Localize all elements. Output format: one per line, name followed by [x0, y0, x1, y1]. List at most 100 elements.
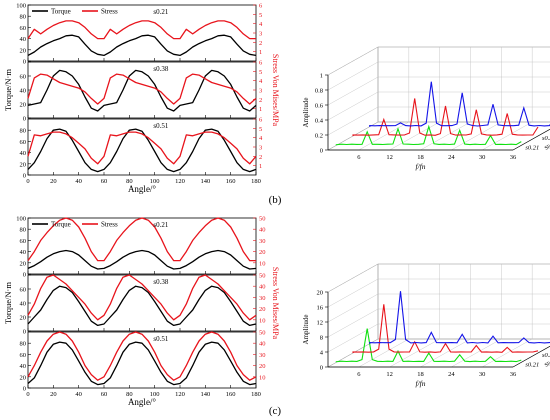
depth-tick-label: s0.38 — [542, 135, 550, 142]
legend-stress-label: Stress — [101, 8, 118, 16]
y-right-tick-label: 6 — [259, 60, 263, 67]
legend-stress-label: Stress — [101, 221, 118, 229]
b-time-group: 020406080100123456s0.210204060123456s0.3… — [3, 3, 280, 195]
x-tick-label: 140 — [200, 178, 210, 185]
y-left-tick-label: 0 — [23, 329, 26, 336]
z-tick-label: 0.4 — [315, 118, 324, 125]
y-left-tick-label: 40 — [20, 249, 27, 256]
x-tick-label: 160 — [226, 178, 236, 185]
torque-line — [27, 249, 257, 270]
z-tick-label: 0.2 — [315, 133, 323, 140]
y-left-tick-label: 100 — [16, 3, 26, 10]
y-left-tick-label: 80 — [20, 128, 27, 135]
side-grid-line — [327, 278, 379, 308]
torque-line — [27, 341, 257, 386]
y-left-tick-label: 80 — [20, 14, 27, 21]
spectrum-line-s0.51 — [369, 81, 550, 127]
x-tick-label: 140 — [200, 391, 210, 398]
floor-plane — [327, 121, 550, 151]
floor-grid-line — [358, 338, 409, 368]
y-right-tick-label: 20 — [259, 249, 266, 256]
y-right-tick-label: 50 — [259, 216, 266, 223]
x-tick-label: 20 — [50, 391, 57, 398]
x-tick-label: 60 — [101, 178, 108, 185]
stress-line — [27, 217, 256, 262]
subplot-label: s0.51 — [153, 122, 168, 130]
depth-axis — [512, 345, 550, 368]
z-tick-label: 0 — [320, 365, 323, 372]
x-tick-label: 0 — [26, 391, 29, 398]
y-right-tick-label: 30 — [259, 238, 266, 245]
y-left-tick-label: 40 — [20, 36, 27, 43]
y-left-tick-label: 0 — [23, 173, 26, 180]
x-axis-label: f/fn — [415, 162, 425, 171]
y-right-tick-label: 3 — [259, 31, 262, 38]
y-left-axis-label: Torque/N·m — [3, 282, 13, 324]
y-left-tick-label: 60 — [20, 238, 27, 245]
side-grid-line — [327, 76, 379, 106]
side-grid-line — [327, 308, 379, 338]
subplot-label: s0.38 — [153, 278, 168, 286]
y-left-tick-label: 20 — [20, 47, 27, 54]
floor-grid-line — [451, 338, 502, 368]
torque-line — [27, 285, 257, 327]
y-left-tick-label: 40 — [20, 88, 27, 95]
stress-line — [27, 73, 257, 105]
x-tick-label: 12 — [386, 371, 393, 378]
side-grid-line — [327, 293, 379, 323]
y-right-tick-label: 1 — [259, 106, 262, 113]
z-axis-label: Amplitude — [302, 98, 310, 128]
y-left-tick-label: 20 — [20, 260, 27, 267]
subplot-frame — [27, 331, 257, 389]
x-axis-label: f/fn — [415, 379, 425, 388]
x-tick-label: 160 — [226, 391, 236, 398]
y-right-tick-label: 50 — [259, 330, 266, 337]
caption-b: (b) — [269, 194, 282, 206]
depth-tick-label: s0.21 — [525, 361, 539, 368]
x-axis-label: Angle/° — [128, 184, 156, 194]
y-right-tick-label: 40 — [259, 227, 266, 234]
y-left-tick-label: 20 — [20, 102, 27, 109]
y-right-tick-label: 2 — [259, 154, 262, 161]
b-spectrum-group: 00.20.40.60.8161218243036s0.21s0.38s0.51… — [302, 46, 550, 171]
z-tick-label: 0 — [320, 148, 323, 155]
y-right-tick-label: 5 — [259, 69, 262, 76]
y-right-tick-label: 50 — [259, 273, 266, 280]
y-right-tick-label: 40 — [259, 284, 266, 291]
y-right-tick-label: 2 — [259, 40, 262, 47]
floor-grid-line — [389, 121, 440, 151]
floor-grid-line — [358, 121, 409, 151]
y-left-tick-label: 20 — [20, 374, 27, 381]
c-spectrum-group: 04812162061218243036s0.21s0.38s0.51Ampli… — [302, 263, 550, 388]
y-right-tick-label: 20 — [259, 306, 266, 313]
caption-c: (c) — [269, 405, 282, 417]
x-tick-label: 36 — [510, 154, 517, 161]
y-right-tick-label: 4 — [259, 78, 263, 85]
y-left-tick-label: 60 — [20, 352, 27, 359]
y-right-tick-label: 1 — [259, 49, 262, 56]
y-right-axis-label: Stress Von Mises/MPa — [271, 267, 280, 340]
y-right-tick-label: 6 — [259, 117, 263, 124]
x-tick-label: 6 — [357, 154, 361, 161]
z-tick-label: 8 — [320, 335, 323, 342]
z-tick-label: 0.8 — [315, 88, 323, 95]
y-left-tick-label: 80 — [20, 227, 27, 234]
spectrum-line-s0.51 — [369, 291, 550, 344]
x-tick-label: 24 — [448, 371, 455, 378]
y-right-tick-label: 3 — [259, 145, 262, 152]
y-left-tick-label: 60 — [20, 287, 27, 294]
floor-grid-line — [389, 338, 440, 368]
spectrum-line-s0.38 — [352, 304, 539, 353]
x-tick-label: 20 — [50, 178, 57, 185]
y-right-tick-label: 1 — [259, 163, 262, 170]
depth-axis — [512, 128, 550, 151]
x-tick-label: 0 — [26, 178, 29, 185]
y-left-tick-label: 20 — [20, 161, 27, 168]
y-right-tick-label: 6 — [259, 3, 263, 10]
floor-plane — [327, 338, 550, 368]
subplot-label: s0.38 — [153, 65, 168, 73]
x-tick-label: 36 — [510, 371, 517, 378]
floor-grid-line — [482, 121, 533, 151]
x-tick-label: 30 — [479, 154, 486, 161]
